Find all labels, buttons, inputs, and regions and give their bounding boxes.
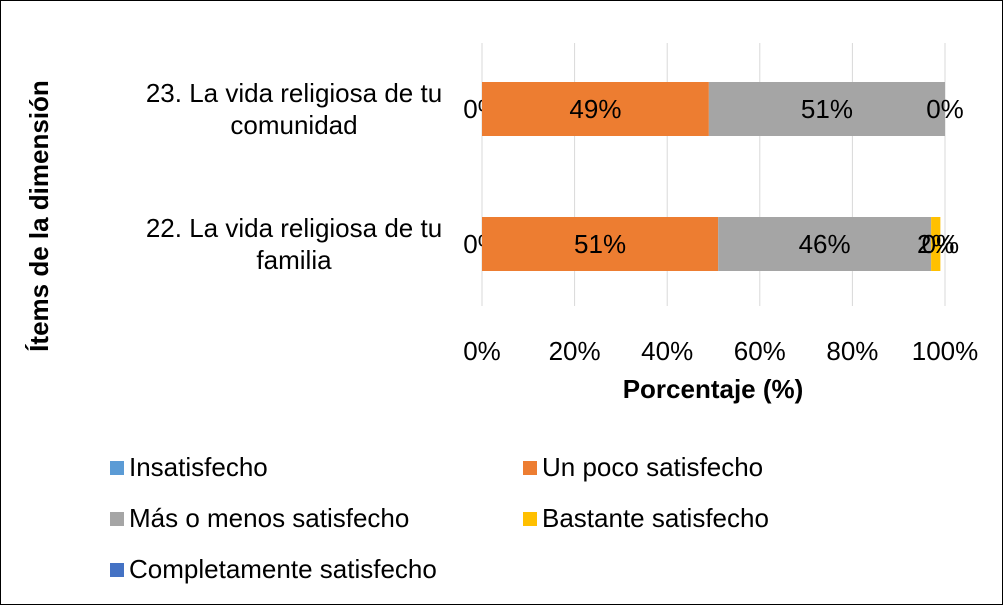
data-label: 0%: [922, 229, 960, 259]
data-label: 0%: [926, 94, 964, 124]
bar-segment: [708, 82, 945, 136]
bar-segment: [482, 217, 719, 271]
bar-segment: [931, 217, 941, 271]
x-tick-label: 0%: [463, 336, 501, 366]
y-axis-title: Ítems de la dimensión: [24, 80, 54, 352]
bar-segment: [482, 82, 709, 136]
data-label: 51%: [574, 229, 626, 259]
legend-label: Completamente satisfecho: [129, 554, 437, 584]
y-tick-label: 23. La vida religiosa de tu comunidad: [145, 78, 443, 140]
x-tick-label: 60%: [734, 336, 786, 366]
data-label: 46%: [799, 229, 851, 259]
x-tick-label: 80%: [826, 336, 878, 366]
legend-label: Bastante satisfecho: [542, 503, 769, 533]
x-axis-title: Porcentaje (%): [623, 374, 804, 404]
x-tick-label: 20%: [549, 336, 601, 366]
legend-swatch: [110, 512, 124, 526]
data-label: 2%: [917, 229, 955, 259]
legend-swatch: [523, 512, 537, 526]
legend-label: Insatisfecho: [129, 452, 268, 482]
legend-label: Un poco satisfecho: [542, 452, 763, 482]
data-label: 51%: [801, 94, 853, 124]
legend-swatch: [110, 461, 124, 475]
x-tick-label: 100%: [912, 336, 979, 366]
legend-swatch: [523, 461, 537, 475]
legend-label: Más o menos satisfecho: [129, 503, 409, 533]
y-tick-label: 22. La vida religiosa de tu familia: [145, 213, 443, 275]
data-label: 49%: [569, 94, 621, 124]
legend-swatch: [110, 563, 124, 577]
x-tick-label: 40%: [641, 336, 693, 366]
bar-segment: [718, 217, 932, 271]
